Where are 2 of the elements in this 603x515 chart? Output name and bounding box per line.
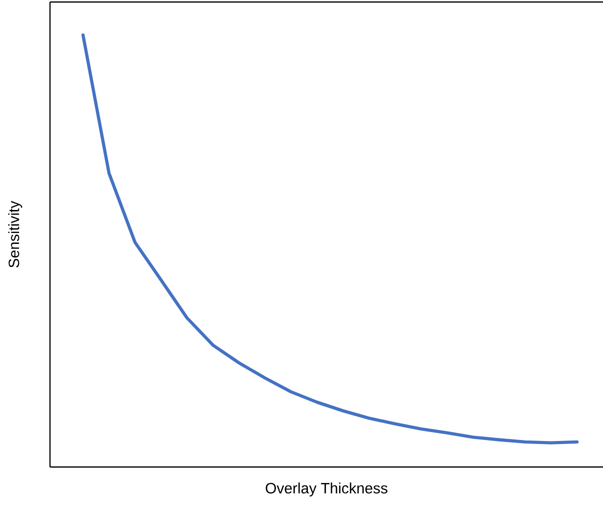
x-axis-title: Overlay Thickness — [266, 482, 388, 496]
y-axis-title: Sensitivity — [8, 200, 22, 268]
